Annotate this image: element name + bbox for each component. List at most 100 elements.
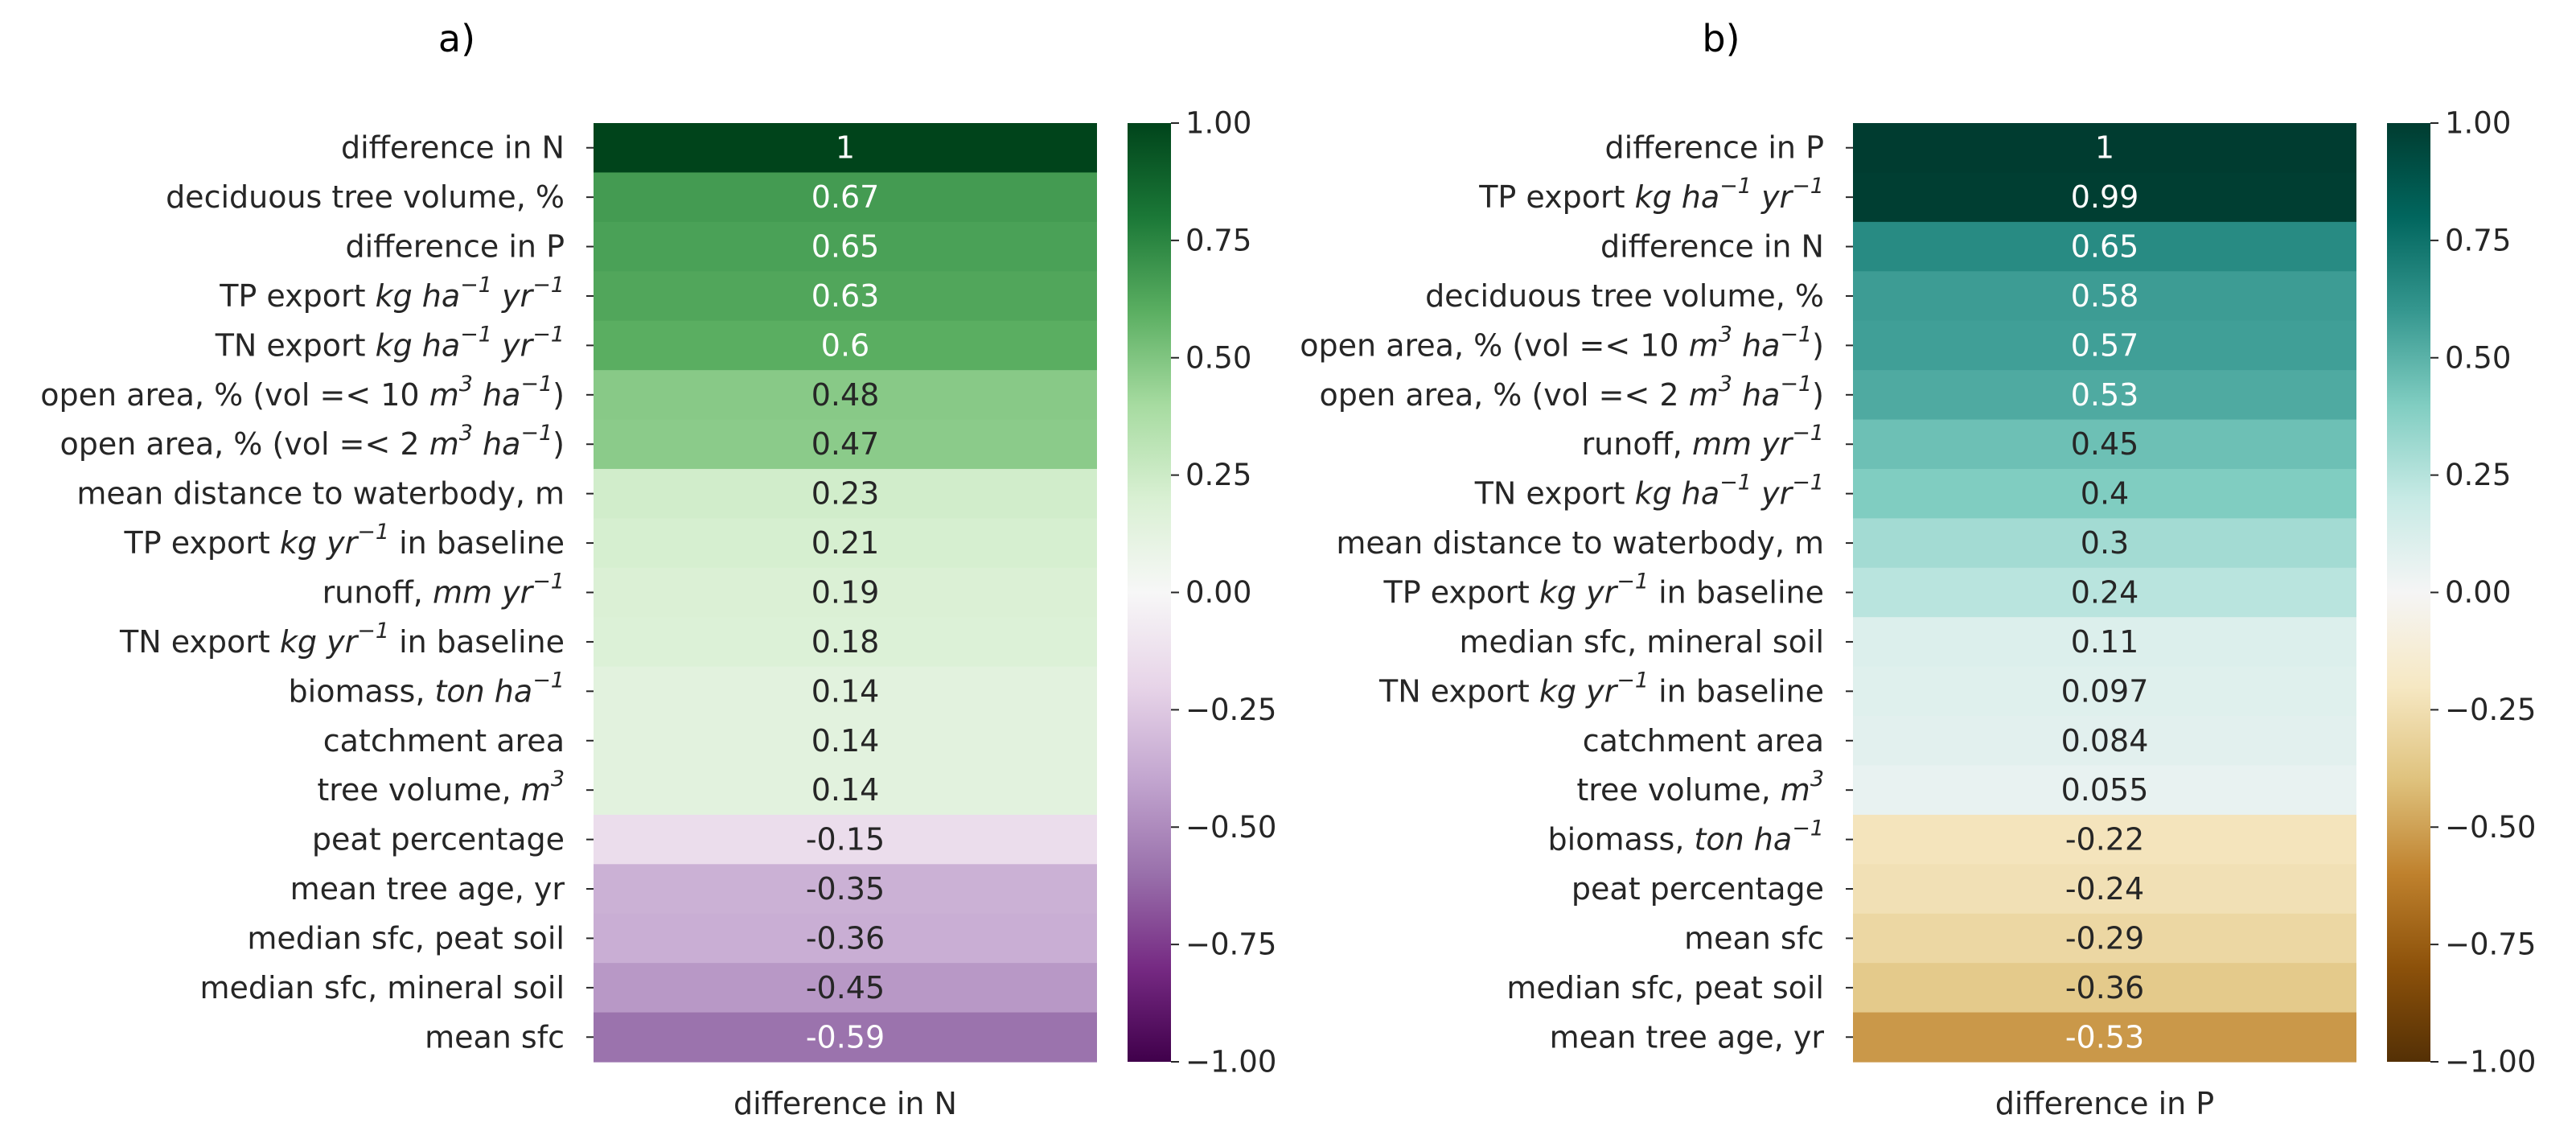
cell-value-label: -0.35: [806, 871, 885, 907]
heatmap-cell: [1853, 468, 2356, 519]
y-tick-label: TN export kg yr−1 in baseline: [1378, 668, 1824, 709]
cell-value-label: 0.14: [811, 772, 880, 808]
y-tick-label: TN export kg yr−1 in baseline: [119, 618, 565, 660]
cell-value-label: 1: [2095, 130, 2114, 166]
cell-value-label: 0.097: [2061, 673, 2149, 709]
heatmap-cell: [1853, 419, 2356, 470]
cell-value-label: 0.084: [2061, 723, 2149, 759]
heatmap-cell: [594, 666, 1097, 717]
cell-value-label: 0.23: [811, 476, 880, 512]
heatmap-cell: [1853, 123, 2356, 174]
y-tick-label: open area, % (vol =< 2 m3 ha−1): [60, 421, 565, 463]
heatmap-cell: [594, 567, 1097, 618]
cell-value-label: 0.67: [811, 179, 880, 215]
colorbar-tick-label: −0.25: [2445, 693, 2536, 727]
cell-value-label: 0.19: [811, 575, 880, 611]
y-tick-label: open area, % (vol =< 10 m3 ha−1): [1300, 322, 1824, 364]
colorbar-tick-label: 1.00: [1185, 106, 1251, 141]
y-tick-label: mean distance to waterbody, m: [1336, 525, 1824, 561]
heatmap-cell: [594, 271, 1097, 322]
colorbar-tick-label: −0.50: [1185, 810, 1276, 845]
y-tick-label: mean tree age, yr: [290, 871, 565, 907]
heatmap-cell: [1853, 221, 2356, 272]
heatmap-cell: [1853, 963, 2356, 1014]
colorbar-tick-label: −0.75: [2445, 927, 2536, 962]
y-tick-label: median sfc, mineral soil: [1460, 624, 1825, 660]
y-tick-label: deciduous tree volume, %: [166, 179, 565, 215]
y-tick-label: catchment area: [323, 723, 565, 759]
y-tick-label: peat percentage: [312, 822, 565, 857]
heatmap-cell: [594, 123, 1097, 174]
y-tick-label: open area, % (vol =< 10 m3 ha−1): [40, 371, 565, 413]
heatmap-cell: [1853, 172, 2356, 223]
colorbar-tick-label: −0.25: [1185, 693, 1276, 727]
cell-value-label: -0.45: [806, 970, 885, 1005]
cell-value-label: 0.99: [2071, 179, 2139, 215]
cell-value-label: -0.29: [2065, 920, 2144, 956]
heatmap-cell: [1853, 370, 2356, 421]
colorbar-tick-label: −0.50: [2445, 810, 2536, 845]
y-tick-label: median sfc, peat soil: [247, 920, 565, 956]
panel-label: b): [1702, 17, 1740, 60]
heatmap-panel-b: b) 1 difference in P 0.99 TP export kg ha−1 …: [1300, 17, 2536, 1121]
y-tick-label: TP export kg ha−1 yr−1: [219, 272, 565, 314]
y-tick-label: catchment area: [1583, 723, 1824, 759]
colorbar-tick-label: 1.00: [2445, 106, 2511, 141]
y-tick-label: biomass, ton ha−1: [1548, 816, 1824, 857]
y-tick-label: tree volume, m3: [1576, 767, 1824, 808]
colorbar-tick-label: 0.00: [2445, 575, 2511, 610]
heatmap-cell: [1853, 864, 2356, 915]
colorbar-tick-label: 0.75: [1185, 223, 1251, 257]
cell-value-label: 0.45: [2071, 426, 2139, 462]
heatmap-cell: [1853, 814, 2356, 865]
colorbar-tick-label: 0.25: [1185, 458, 1251, 492]
cell-value-label: 0.57: [2071, 327, 2139, 363]
colorbar: [2387, 123, 2430, 1062]
colorbar: [1128, 123, 1171, 1062]
cell-value-label: -0.36: [2065, 970, 2144, 1005]
colorbar-tick-label: −0.75: [1185, 927, 1276, 962]
heatmap-cell: [594, 172, 1097, 223]
cell-value-label: 0.63: [811, 278, 880, 314]
heatmap-cell: [1853, 716, 2356, 767]
heatmap-cell: [1853, 765, 2356, 816]
colorbar-tick-label: −1.00: [1185, 1045, 1276, 1079]
heatmap-cell: [594, 468, 1097, 519]
heatmap-cell: [594, 221, 1097, 272]
cell-value-label: 0.58: [2071, 278, 2139, 314]
cell-value-label: 0.65: [811, 229, 880, 265]
cell-value-label: 0.3: [2081, 525, 2129, 561]
cell-value-label: 0.21: [811, 525, 880, 561]
y-tick-label: TP export kg yr−1 in baseline: [124, 520, 565, 561]
colorbar-tick-label: 0.25: [2445, 458, 2511, 492]
heatmap-cell: [1853, 617, 2356, 668]
heatmap-cell: [1853, 271, 2356, 322]
panel-label: a): [438, 17, 475, 60]
cell-value-label: 0.65: [2071, 229, 2139, 265]
cell-value-label: -0.24: [2065, 871, 2144, 907]
heatmap-cell: [594, 617, 1097, 668]
heatmap-cell: [594, 370, 1097, 421]
colorbar-tick-label: 0.00: [1185, 575, 1251, 610]
colorbar-tick-label: −1.00: [2445, 1045, 2536, 1079]
heatmap-cell: [594, 814, 1097, 865]
y-tick-label: open area, % (vol =< 2 m3 ha−1): [1319, 371, 1824, 413]
y-tick-label: median sfc, mineral soil: [200, 970, 565, 1005]
y-tick-label: difference in N: [1600, 229, 1824, 265]
y-tick-label: mean distance to waterbody, m: [76, 476, 565, 512]
cell-value-label: 0.53: [2071, 377, 2139, 413]
heatmap-cell: [594, 1012, 1097, 1063]
heatmap-cell: [1853, 518, 2356, 569]
y-tick-label: TP export kg yr−1 in baseline: [1383, 569, 1825, 611]
cell-value-label: -0.22: [2065, 822, 2144, 857]
cell-value-label: -0.59: [806, 1019, 885, 1055]
heatmap-cell: [594, 419, 1097, 470]
y-tick-label: TN export kg ha−1 yr−1: [215, 322, 565, 364]
heatmap-panel-a: a) 1 difference in N 0.67 deciduous tree vol…: [40, 17, 1276, 1121]
heatmap-cell: [594, 716, 1097, 767]
cell-value-label: -0.36: [806, 920, 885, 956]
y-tick-label: runoff, mm yr−1: [1582, 421, 1824, 463]
y-tick-label: runoff, mm yr−1: [323, 569, 565, 611]
